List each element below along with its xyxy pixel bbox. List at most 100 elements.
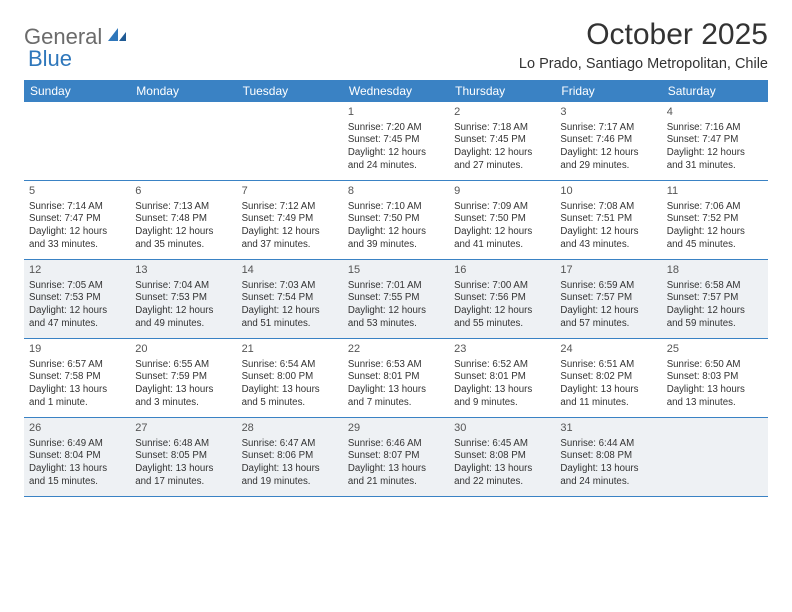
calendar-grid: Sunday Monday Tuesday Wednesday Thursday… (24, 80, 768, 497)
daylight-line: Daylight: 12 hours and 59 minutes. (667, 305, 763, 331)
dow-thursday: Thursday (449, 80, 555, 102)
sunrise-line: Sunrise: 7:05 AM (29, 280, 125, 293)
daylight-line: Daylight: 12 hours and 53 minutes. (348, 305, 444, 331)
sunset-line: Sunset: 8:01 PM (454, 371, 550, 384)
sunrise-line: Sunrise: 7:17 AM (560, 122, 656, 135)
daylight-line: Daylight: 13 hours and 9 minutes. (454, 384, 550, 410)
day-cell: 8 Sunrise: 7:10 AMSunset: 7:50 PMDaylight… (343, 181, 449, 259)
day-number: 3 (560, 105, 656, 120)
day-number: 13 (135, 263, 231, 278)
calendar-page: General October 2025 Lo Prado, Santiago … (0, 0, 792, 515)
day-number: 16 (454, 263, 550, 278)
daylight-line: Daylight: 13 hours and 1 minute. (29, 384, 125, 410)
daylight-line: Daylight: 12 hours and 27 minutes. (454, 147, 550, 173)
day-number: 28 (242, 421, 338, 436)
sunrise-line: Sunrise: 7:09 AM (454, 201, 550, 214)
day-cell: 29Sunrise: 6:46 AMSunset: 8:07 PMDayligh… (343, 418, 449, 496)
sunset-line: Sunset: 8:04 PM (29, 450, 125, 463)
sunrise-line: Sunrise: 6:57 AM (29, 359, 125, 372)
sunset-line: Sunset: 8:07 PM (348, 450, 444, 463)
daylight-line: Daylight: 13 hours and 7 minutes. (348, 384, 444, 410)
day-number: 21 (242, 342, 338, 357)
daylight-line: Daylight: 13 hours and 22 minutes. (454, 463, 550, 489)
sunrise-line: Sunrise: 6:51 AM (560, 359, 656, 372)
sunrise-line: Sunrise: 7:18 AM (454, 122, 550, 135)
sunset-line: Sunset: 7:51 PM (560, 213, 656, 226)
sunset-line: Sunset: 8:02 PM (560, 371, 656, 384)
day-cell: 24 Sunrise: 6:51 AMSunset: 8:02 PMDayligh… (555, 339, 661, 417)
day-cell: 20Sunrise: 6:55 AMSunset: 7:59 PMDayligh… (130, 339, 236, 417)
dow-sunday: Sunday (24, 80, 130, 102)
day-cell: 27Sunrise: 6:48 AMSunset: 8:05 PMDayligh… (130, 418, 236, 496)
day-number: 22 (348, 342, 444, 357)
week-row: 26Sunrise: 6:49 AMSunset: 8:04 PMDayligh… (24, 418, 768, 497)
day-number: 24 (560, 342, 656, 357)
day-number: 5 (29, 184, 125, 199)
day-cell: 7Sunrise: 7:12 AMSunset: 7:49 PMDaylight… (237, 181, 343, 259)
daylight-line: Daylight: 12 hours and 51 minutes. (242, 305, 338, 331)
sunset-line: Sunset: 8:06 PM (242, 450, 338, 463)
sunrise-line: Sunrise: 6:53 AM (348, 359, 444, 372)
daylight-line: Daylight: 12 hours and 37 minutes. (242, 226, 338, 252)
daylight-line: Daylight: 13 hours and 17 minutes. (135, 463, 231, 489)
sunrise-line: Sunrise: 6:44 AM (560, 438, 656, 451)
location-text: Lo Prado, Santiago Metropolitan, Chile (519, 56, 768, 72)
day-cell: 1Sunrise: 7:20 AMSunset: 7:45 PMDaylight… (343, 102, 449, 180)
day-cell: 17Sunrise: 6:59 AMSunset: 7:57 PMDayligh… (555, 260, 661, 338)
daylight-line: Daylight: 12 hours and 45 minutes. (667, 226, 763, 252)
day-cell: 16Sunrise: 7:00 AMSunset: 7:56 PMDayligh… (449, 260, 555, 338)
daylight-line: Daylight: 12 hours and 31 minutes. (667, 147, 763, 173)
sunrise-line: Sunrise: 7:00 AM (454, 280, 550, 293)
sunrise-line: Sunrise: 7:08 AM (560, 201, 656, 214)
day-number: 23 (454, 342, 550, 357)
day-number: 18 (667, 263, 763, 278)
day-cell: 23 Sunrise: 6:52 AMSunset: 8:01 PMDayligh… (449, 339, 555, 417)
day-cell: 2Sunrise: 7:18 AMSunset: 7:45 PMDaylight… (449, 102, 555, 180)
daylight-line: Daylight: 13 hours and 24 minutes. (560, 463, 656, 489)
week-row: 12Sunrise: 7:05 AMSunset: 7:53 PMDayligh… (24, 260, 768, 339)
sunrise-line: Sunrise: 7:10 AM (348, 201, 444, 214)
daylight-line: Daylight: 13 hours and 5 minutes. (242, 384, 338, 410)
sunset-line: Sunset: 7:53 PM (135, 292, 231, 305)
sunrise-line: Sunrise: 7:06 AM (667, 201, 763, 214)
day-number: 27 (135, 421, 231, 436)
daylight-line: Daylight: 13 hours and 11 minutes. (560, 384, 656, 410)
day-number: 20 (135, 342, 231, 357)
sunrise-line: Sunrise: 6:52 AM (454, 359, 550, 372)
daylight-line: Daylight: 12 hours and 47 minutes. (29, 305, 125, 331)
logo-sail-icon (106, 26, 128, 49)
day-cell: 26Sunrise: 6:49 AMSunset: 8:04 PMDayligh… (24, 418, 130, 496)
dow-monday: Monday (130, 80, 236, 102)
daylight-line: Daylight: 13 hours and 15 minutes. (29, 463, 125, 489)
day-cell: 5Sunrise: 7:14 AMSunset: 7:47 PMDaylight… (24, 181, 130, 259)
daylight-line: Daylight: 12 hours and 24 minutes. (348, 147, 444, 173)
sunset-line: Sunset: 7:52 PM (667, 213, 763, 226)
day-number: 25 (667, 342, 763, 357)
week-row: 1Sunrise: 7:20 AMSunset: 7:45 PMDaylight… (24, 102, 768, 181)
day-cell: 10Sunrise: 7:08 AMSunset: 7:51 PMDayligh… (555, 181, 661, 259)
sunset-line: Sunset: 7:59 PM (135, 371, 231, 384)
sunrise-line: Sunrise: 6:49 AM (29, 438, 125, 451)
day-cell: 3Sunrise: 7:17 AMSunset: 7:46 PMDaylight… (555, 102, 661, 180)
day-number: 8 (348, 184, 444, 199)
daylight-line: Daylight: 13 hours and 21 minutes. (348, 463, 444, 489)
logo-blue-wrap: Blue (28, 46, 72, 72)
day-number: 1 (348, 105, 444, 120)
day-cell: 14Sunrise: 7:03 AMSunset: 7:54 PMDayligh… (237, 260, 343, 338)
day-cell: 31Sunrise: 6:44 AMSunset: 8:08 PMDayligh… (555, 418, 661, 496)
sunset-line: Sunset: 7:50 PM (348, 213, 444, 226)
dow-friday: Friday (555, 80, 661, 102)
day-cell: 25Sunrise: 6:50 AMSunset: 8:03 PMDayligh… (662, 339, 768, 417)
day-number: 30 (454, 421, 550, 436)
day-number: 7 (242, 184, 338, 199)
sunrise-line: Sunrise: 7:20 AM (348, 122, 444, 135)
sunrise-line: Sunrise: 6:58 AM (667, 280, 763, 293)
sunset-line: Sunset: 7:47 PM (29, 213, 125, 226)
daylight-line: Daylight: 12 hours and 39 minutes. (348, 226, 444, 252)
sunset-line: Sunset: 7:53 PM (29, 292, 125, 305)
daylight-line: Daylight: 12 hours and 35 minutes. (135, 226, 231, 252)
sunset-line: Sunset: 8:03 PM (667, 371, 763, 384)
sunset-line: Sunset: 7:58 PM (29, 371, 125, 384)
sunset-line: Sunset: 8:01 PM (348, 371, 444, 384)
sunset-line: Sunset: 7:47 PM (667, 134, 763, 147)
